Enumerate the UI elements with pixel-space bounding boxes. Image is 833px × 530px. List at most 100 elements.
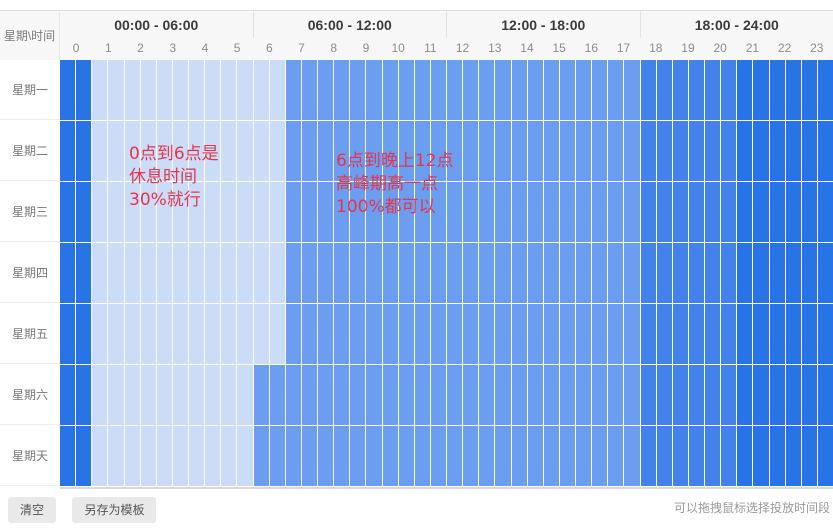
time-slot-cell[interactable] xyxy=(559,426,575,486)
time-slot-cell[interactable] xyxy=(92,121,108,181)
time-slot-cell[interactable] xyxy=(576,121,592,181)
time-slot-cell[interactable] xyxy=(318,182,334,242)
time-slot-cell[interactable] xyxy=(398,304,414,364)
time-slot-cell[interactable] xyxy=(92,60,108,120)
time-slot-cell[interactable] xyxy=(414,121,430,181)
time-slot-cell[interactable] xyxy=(608,365,624,425)
time-slot-cell[interactable] xyxy=(640,121,656,181)
time-slot-cell[interactable] xyxy=(705,304,721,364)
time-slot-cell[interactable] xyxy=(656,60,672,120)
time-slot-cell[interactable] xyxy=(672,243,688,303)
time-slot-cell[interactable] xyxy=(205,304,221,364)
time-slot-cell[interactable] xyxy=(318,365,334,425)
time-slot-cell[interactable] xyxy=(269,426,285,486)
time-slot-cell[interactable] xyxy=(640,304,656,364)
time-slot-cell[interactable] xyxy=(398,243,414,303)
time-slot-cell[interactable] xyxy=(334,304,350,364)
time-slot-cell[interactable] xyxy=(430,304,446,364)
time-slot-cell[interactable] xyxy=(721,182,737,242)
time-slot-cell[interactable] xyxy=(753,182,769,242)
time-slot-cell[interactable] xyxy=(414,426,430,486)
time-slot-cell[interactable] xyxy=(430,121,446,181)
time-slot-cell[interactable] xyxy=(60,243,76,303)
time-slot-cell[interactable] xyxy=(189,365,205,425)
time-slot-cell[interactable] xyxy=(301,182,317,242)
time-slot-cell[interactable] xyxy=(334,182,350,242)
time-slot-cell[interactable] xyxy=(285,304,301,364)
time-slot-cell[interactable] xyxy=(92,426,108,486)
time-slot-cell[interactable] xyxy=(108,304,124,364)
time-slot-cell[interactable] xyxy=(156,365,172,425)
time-slot-cell[interactable] xyxy=(221,304,237,364)
time-slot-cell[interactable] xyxy=(366,365,382,425)
time-slot-cell[interactable] xyxy=(382,304,398,364)
time-slot-cell[interactable] xyxy=(76,121,92,181)
time-slot-cell[interactable] xyxy=(463,60,479,120)
time-slot-cell[interactable] xyxy=(559,60,575,120)
time-slot-cell[interactable] xyxy=(592,365,608,425)
time-slot-cell[interactable] xyxy=(253,182,269,242)
time-slot-cell[interactable] xyxy=(269,60,285,120)
time-slot-cell[interactable] xyxy=(769,182,785,242)
time-slot-cell[interactable] xyxy=(817,60,833,120)
time-slot-cell[interactable] xyxy=(495,365,511,425)
time-slot-cell[interactable] xyxy=(285,60,301,120)
time-slot-cell[interactable] xyxy=(511,60,527,120)
time-slot-cell[interactable] xyxy=(76,426,92,486)
time-slot-cell[interactable] xyxy=(108,182,124,242)
time-slot-cell[interactable] xyxy=(624,182,640,242)
time-slot-cell[interactable] xyxy=(172,243,188,303)
time-slot-cell[interactable] xyxy=(737,304,753,364)
time-slot-cell[interactable] xyxy=(479,243,495,303)
time-slot-cell[interactable] xyxy=(60,121,76,181)
time-slot-cell[interactable] xyxy=(318,60,334,120)
time-slot-cell[interactable] xyxy=(705,426,721,486)
time-slot-cell[interactable] xyxy=(479,426,495,486)
time-slot-cell[interactable] xyxy=(769,304,785,364)
time-slot-cell[interactable] xyxy=(140,182,156,242)
time-slot-cell[interactable] xyxy=(801,304,817,364)
time-slot-cell[interactable] xyxy=(140,304,156,364)
time-slot-cell[interactable] xyxy=(366,426,382,486)
time-slot-cell[interactable] xyxy=(705,60,721,120)
time-slot-cell[interactable] xyxy=(414,182,430,242)
time-slot-cell[interactable] xyxy=(108,60,124,120)
time-slot-cell[interactable] xyxy=(527,304,543,364)
time-slot-cell[interactable] xyxy=(688,365,704,425)
time-slot-cell[interactable] xyxy=(237,243,253,303)
time-slot-cell[interactable] xyxy=(672,426,688,486)
time-slot-cell[interactable] xyxy=(366,243,382,303)
time-slot-cell[interactable] xyxy=(769,426,785,486)
time-slot-cell[interactable] xyxy=(753,304,769,364)
time-slot-cell[interactable] xyxy=(447,426,463,486)
time-slot-cell[interactable] xyxy=(543,121,559,181)
time-slot-cell[interactable] xyxy=(527,365,543,425)
time-slot-cell[interactable] xyxy=(688,182,704,242)
time-slot-cell[interactable] xyxy=(559,304,575,364)
time-slot-cell[interactable] xyxy=(463,243,479,303)
time-slot-cell[interactable] xyxy=(156,243,172,303)
time-slot-cell[interactable] xyxy=(705,121,721,181)
time-slot-cell[interactable] xyxy=(672,121,688,181)
time-slot-cell[interactable] xyxy=(221,365,237,425)
time-slot-cell[interactable] xyxy=(479,60,495,120)
time-slot-cell[interactable] xyxy=(737,243,753,303)
time-slot-cell[interactable] xyxy=(189,304,205,364)
time-slot-cell[interactable] xyxy=(559,182,575,242)
time-slot-cell[interactable] xyxy=(817,304,833,364)
time-slot-cell[interactable] xyxy=(350,121,366,181)
time-slot-cell[interactable] xyxy=(672,365,688,425)
time-slot-cell[interactable] xyxy=(221,121,237,181)
time-slot-cell[interactable] xyxy=(817,243,833,303)
time-slot-cell[interactable] xyxy=(592,121,608,181)
time-slot-cell[interactable] xyxy=(447,182,463,242)
time-slot-cell[interactable] xyxy=(253,426,269,486)
time-slot-cell[interactable] xyxy=(205,365,221,425)
time-slot-cell[interactable] xyxy=(721,121,737,181)
time-slot-cell[interactable] xyxy=(527,243,543,303)
time-slot-cell[interactable] xyxy=(721,304,737,364)
time-slot-cell[interactable] xyxy=(640,60,656,120)
time-slot-cell[interactable] xyxy=(479,182,495,242)
time-slot-cell[interactable] xyxy=(301,365,317,425)
time-slot-cell[interactable] xyxy=(495,304,511,364)
